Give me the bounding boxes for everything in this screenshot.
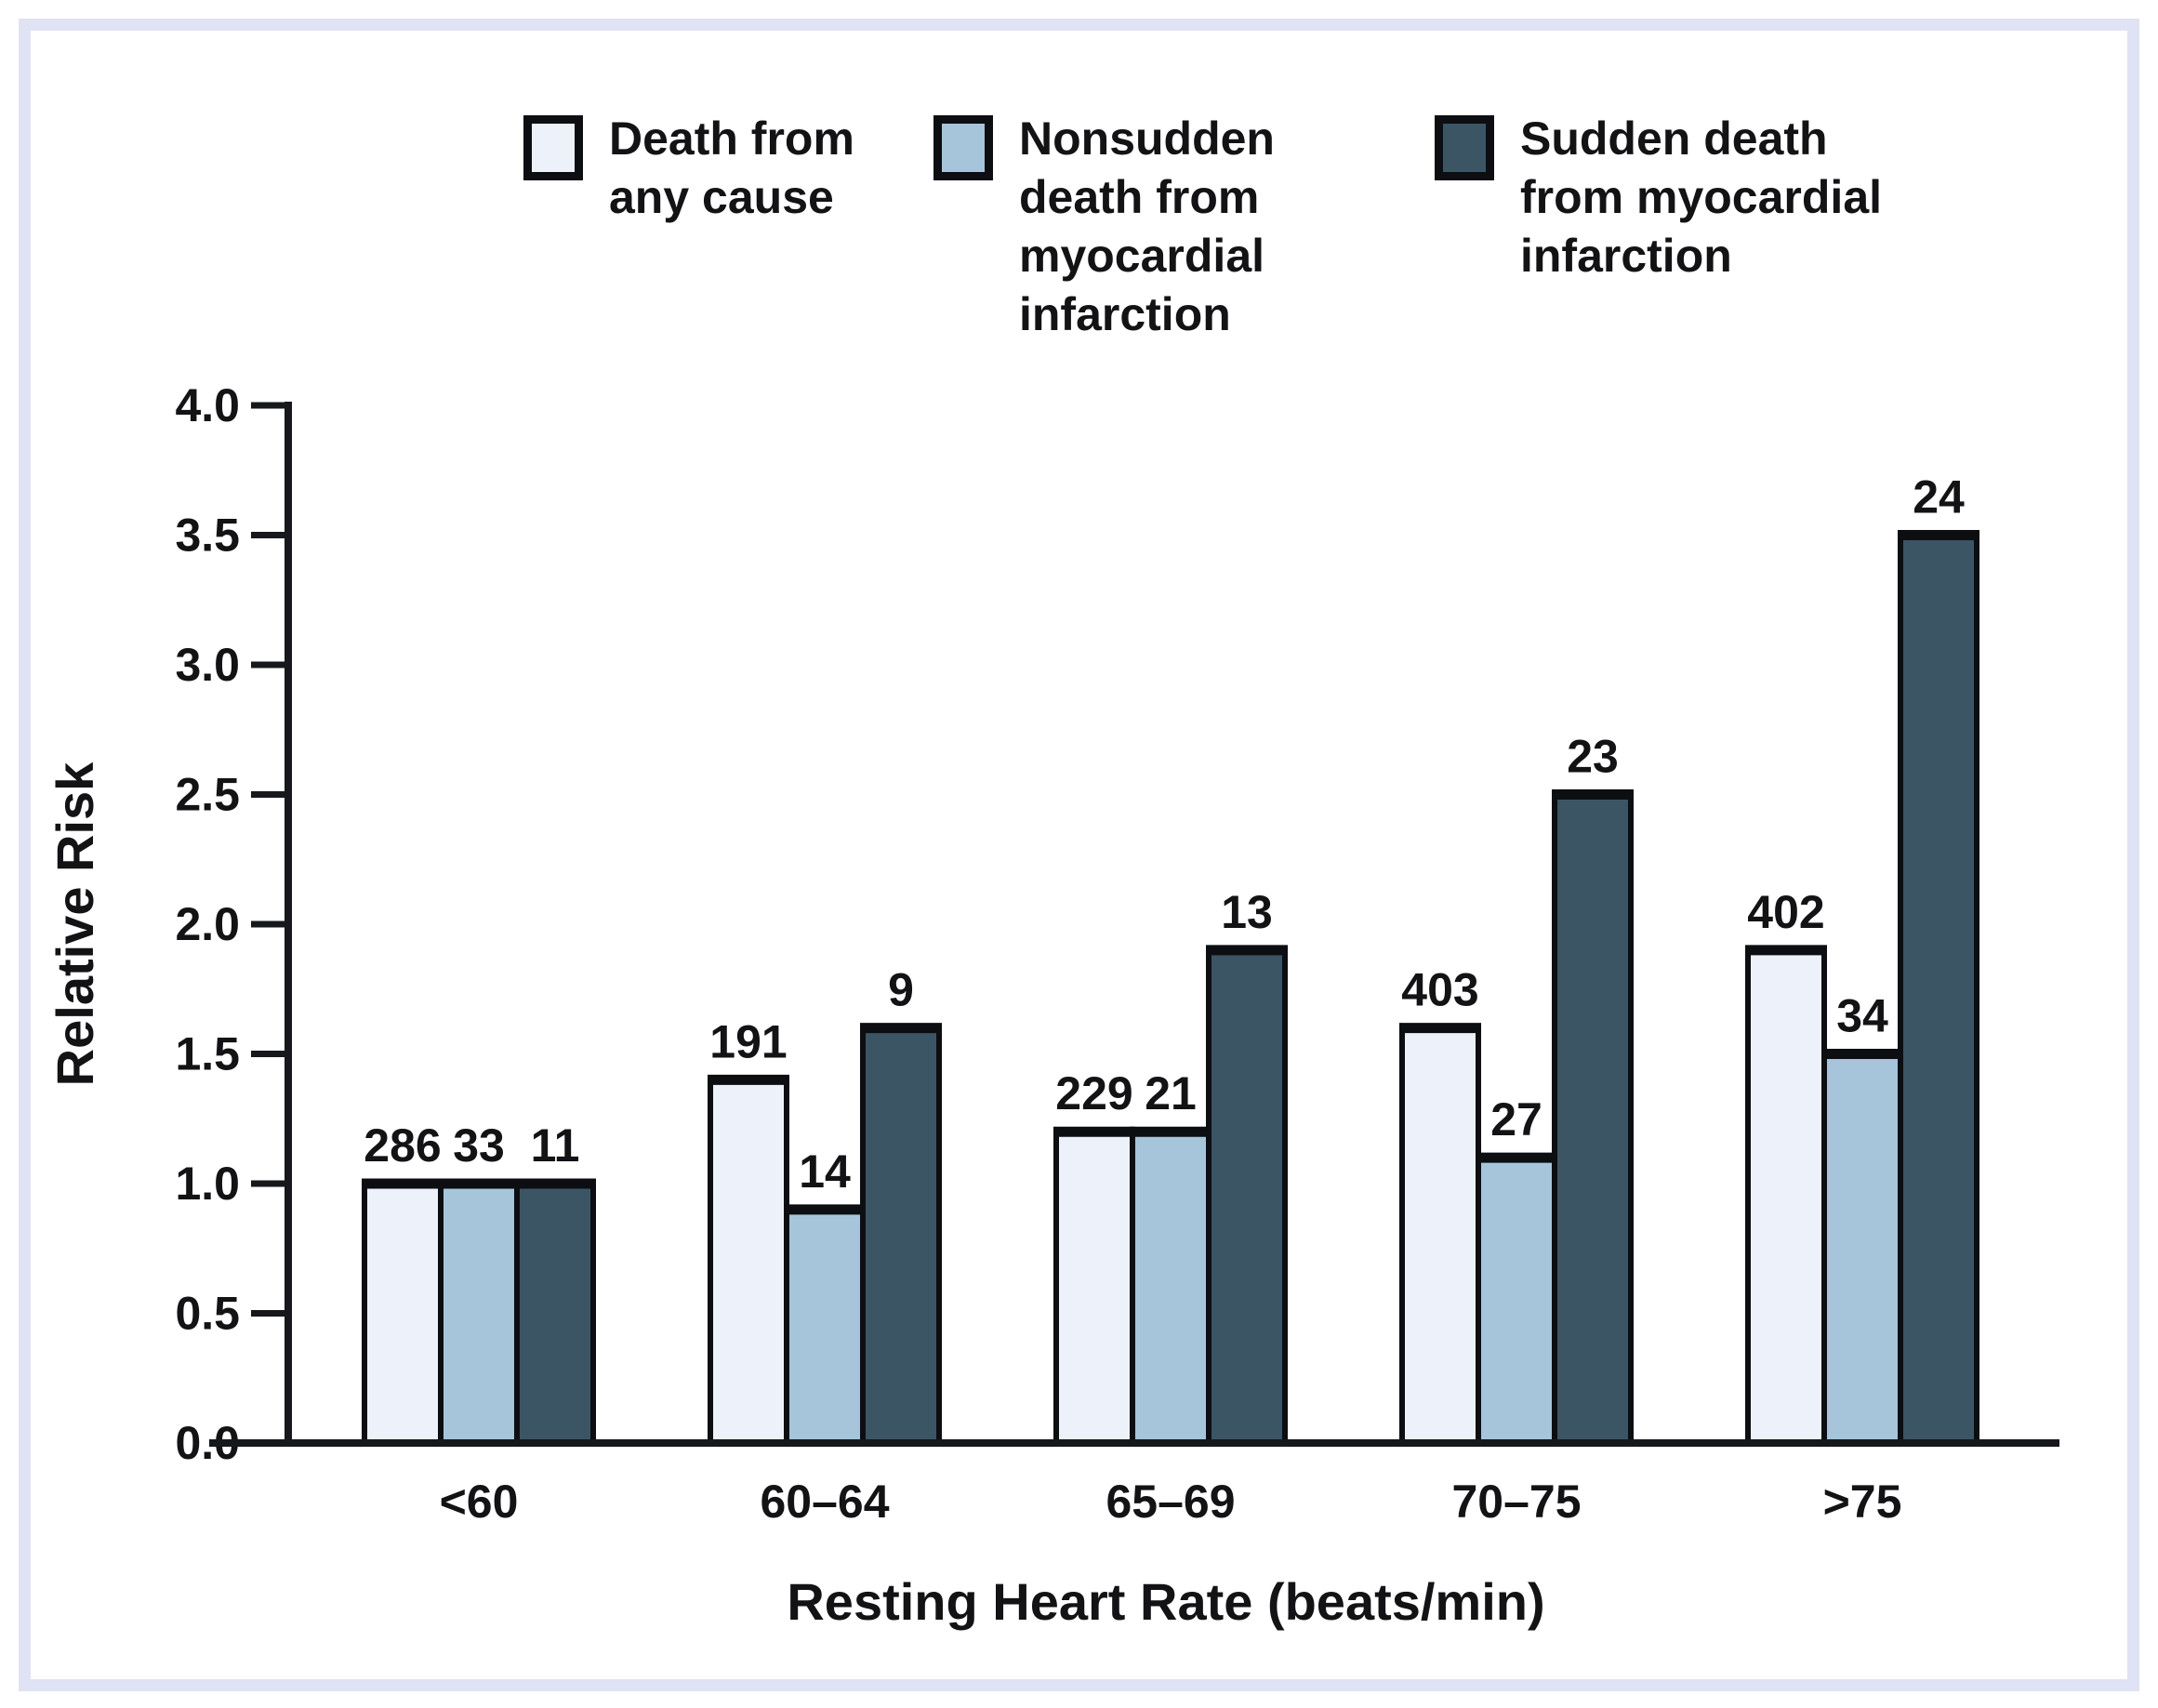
bar-value-label: 14: [799, 1145, 851, 1198]
legend-swatch-icon: [933, 115, 993, 180]
chart-legend: Death from any cause Nonsudden death fro…: [0, 110, 2158, 417]
bar: [514, 1181, 596, 1446]
y-tick-label: 2.0: [175, 898, 240, 950]
legend-item-sudden-death: Sudden death from myocardial infarction: [1435, 110, 1882, 285]
legend-item-label: Nonsudden death from myocardial infarcti…: [1019, 113, 1275, 340]
bar: [1898, 532, 1979, 1446]
y-tick-label: 4.0: [175, 379, 240, 431]
bar: [1130, 1129, 1211, 1446]
legend-item-death-any-cause: Death from any cause: [523, 110, 854, 227]
bar-value-label: 23: [1567, 731, 1619, 783]
x-tick-label: 70–75: [1451, 1476, 1581, 1528]
bar-value-label: 191: [709, 1015, 787, 1067]
bar: [1053, 1129, 1135, 1446]
legend-swatch-icon: [523, 115, 583, 180]
x-tick-label: >75: [1823, 1476, 1902, 1528]
y-tick-label: 0.5: [175, 1288, 240, 1340]
bar-value-label: 286: [364, 1119, 441, 1172]
bar-value-label: 229: [1055, 1067, 1132, 1119]
y-tick-label: 3.0: [175, 639, 240, 691]
bar-value-label: 13: [1221, 886, 1273, 938]
bar-value-label: 34: [1836, 990, 1888, 1042]
bar: [1552, 791, 1634, 1446]
bar-value-label: 9: [888, 964, 914, 1016]
bar: [1745, 947, 1827, 1446]
legend-item-label: Death from any cause: [609, 113, 854, 223]
y-tick-label: 3.5: [175, 510, 240, 562]
bar: [1206, 947, 1288, 1446]
bar: [438, 1181, 520, 1446]
x-tick-label: 65–69: [1105, 1476, 1235, 1528]
bar: [784, 1206, 866, 1447]
legend-item-nonsudden-death: Nonsudden death from myocardial infarcti…: [933, 110, 1275, 344]
bar: [1821, 1051, 1903, 1446]
x-tick-label: 60–64: [760, 1476, 889, 1528]
legend-swatch-icon: [1435, 115, 1494, 180]
bar: [860, 1025, 942, 1446]
y-tick-label: 1.0: [175, 1158, 240, 1210]
bar: [1476, 1155, 1557, 1446]
y-tick-label: 1.5: [175, 1028, 240, 1080]
x-axis-title: Resting Heart Rate (beats/min): [787, 1572, 1544, 1631]
bar-value-label: 27: [1490, 1093, 1542, 1145]
bar-value-label: 402: [1747, 886, 1824, 938]
bar-value-label: 11: [531, 1119, 580, 1172]
bar: [362, 1181, 444, 1446]
legend-item-label: Sudden death from myocardial infarction: [1520, 113, 1883, 282]
bar: [708, 1077, 789, 1447]
bar: [1399, 1025, 1481, 1446]
y-axis-title: Relative Risk: [46, 761, 104, 1086]
x-tick-label: <60: [440, 1476, 519, 1528]
bar-value-label: 403: [1401, 964, 1478, 1016]
y-tick-label: 2.5: [175, 769, 240, 821]
bar-value-label: 21: [1145, 1067, 1197, 1119]
bar-value-label: 24: [1913, 471, 1965, 523]
bar-value-label: 33: [453, 1119, 505, 1172]
